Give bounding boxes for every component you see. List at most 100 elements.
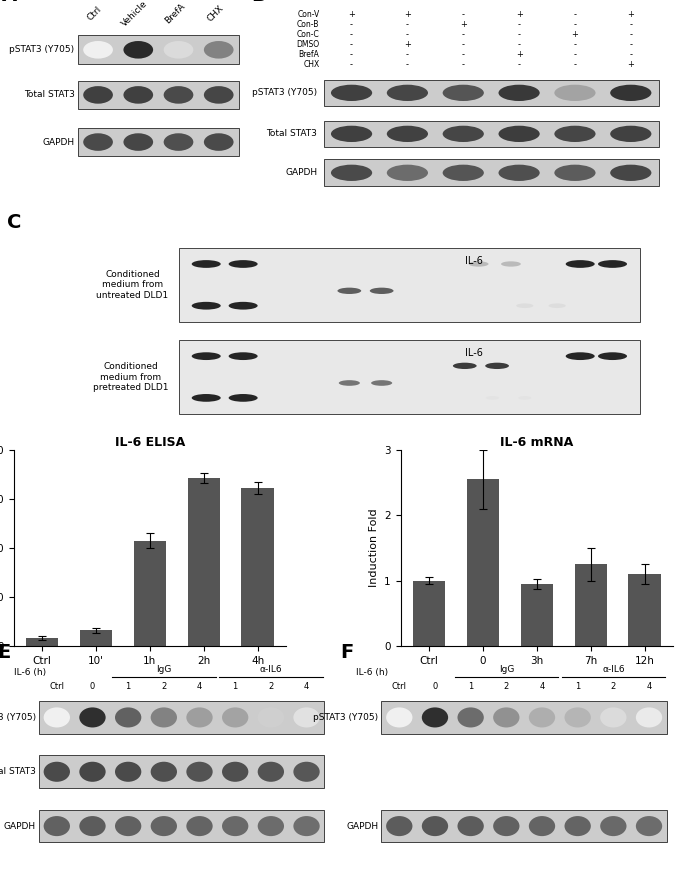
Ellipse shape [80, 762, 105, 781]
Text: Con-C: Con-C [296, 30, 320, 39]
Ellipse shape [151, 816, 177, 836]
Text: 0: 0 [90, 682, 95, 691]
Bar [575, 564, 607, 646]
Ellipse shape [386, 816, 413, 836]
Bar [39, 755, 324, 788]
Ellipse shape [83, 133, 113, 150]
Text: -: - [350, 50, 353, 59]
Text: +: + [571, 30, 579, 39]
Ellipse shape [371, 380, 392, 385]
Text: α-IL6: α-IL6 [260, 664, 282, 674]
Text: A: A [2, 0, 17, 4]
Text: 4: 4 [647, 682, 651, 691]
Text: Ctrl: Ctrl [50, 682, 65, 691]
Ellipse shape [228, 302, 258, 310]
Ellipse shape [566, 352, 595, 360]
Text: +: + [460, 20, 466, 29]
Text: -: - [629, 40, 632, 49]
Ellipse shape [204, 133, 233, 150]
Text: -: - [629, 50, 632, 59]
Bar [78, 35, 239, 64]
Text: -: - [573, 40, 577, 49]
Bar [26, 637, 58, 646]
Ellipse shape [164, 133, 193, 150]
Bar [467, 480, 499, 646]
Ellipse shape [458, 708, 483, 728]
Ellipse shape [610, 165, 651, 181]
Ellipse shape [422, 708, 448, 728]
Ellipse shape [192, 302, 221, 310]
Text: GAPDH: GAPDH [42, 137, 75, 147]
Ellipse shape [228, 260, 258, 268]
Text: -: - [350, 40, 353, 49]
Ellipse shape [44, 762, 70, 781]
Ellipse shape [554, 84, 596, 101]
Text: -: - [462, 60, 464, 69]
Ellipse shape [636, 816, 662, 836]
Ellipse shape [387, 165, 428, 181]
Text: Vehicle: Vehicle [120, 0, 150, 28]
Bar [324, 79, 659, 106]
Text: -: - [517, 40, 521, 49]
Ellipse shape [192, 394, 221, 402]
Text: IL-6 (h): IL-6 (h) [14, 668, 46, 677]
Ellipse shape [564, 708, 591, 728]
Text: -: - [517, 20, 521, 29]
Text: +: + [628, 60, 634, 69]
Text: pSTAT3 (Y705): pSTAT3 (Y705) [252, 88, 318, 98]
Ellipse shape [518, 396, 531, 400]
Ellipse shape [549, 304, 566, 308]
Ellipse shape [529, 816, 555, 836]
Ellipse shape [164, 41, 193, 59]
Ellipse shape [228, 352, 258, 360]
Ellipse shape [498, 126, 540, 142]
Text: IL-6: IL-6 [464, 256, 483, 266]
Text: -: - [629, 30, 632, 39]
Ellipse shape [443, 126, 484, 142]
Text: 4: 4 [539, 682, 545, 691]
Bar [324, 159, 659, 187]
Ellipse shape [486, 396, 499, 400]
Text: Con-V: Con-V [297, 11, 320, 19]
Bar [78, 81, 239, 109]
Text: IL-6 (h): IL-6 (h) [356, 668, 388, 677]
Ellipse shape [337, 288, 361, 294]
Text: 1: 1 [233, 682, 238, 691]
Ellipse shape [598, 260, 627, 268]
Ellipse shape [124, 41, 153, 59]
Ellipse shape [151, 708, 177, 728]
Ellipse shape [258, 762, 284, 781]
Text: 2: 2 [268, 682, 273, 691]
Ellipse shape [222, 708, 248, 728]
Text: pSTAT3 (Y705): pSTAT3 (Y705) [313, 713, 378, 722]
Ellipse shape [387, 126, 428, 142]
Ellipse shape [600, 816, 626, 836]
Ellipse shape [151, 762, 177, 781]
Ellipse shape [331, 165, 372, 181]
Text: +: + [348, 11, 355, 19]
Text: Total STAT3: Total STAT3 [267, 129, 318, 138]
Text: pSTAT3 (Y705): pSTAT3 (Y705) [0, 713, 36, 722]
Text: C: C [7, 213, 21, 232]
Ellipse shape [186, 816, 213, 836]
Ellipse shape [516, 304, 533, 308]
Text: -: - [462, 30, 464, 39]
Text: IgG: IgG [156, 664, 171, 674]
Text: B: B [251, 0, 266, 4]
Text: 2: 2 [611, 682, 616, 691]
Ellipse shape [192, 352, 221, 360]
Ellipse shape [610, 126, 651, 142]
Text: Ctrl: Ctrl [392, 682, 407, 691]
Ellipse shape [458, 816, 483, 836]
Ellipse shape [186, 762, 213, 781]
Ellipse shape [331, 126, 372, 142]
Bar [80, 630, 112, 646]
Ellipse shape [610, 84, 651, 101]
Text: CHX: CHX [205, 4, 226, 24]
Text: Conditioned
medium from
untreated DLD1: Conditioned medium from untreated DLD1 [97, 270, 169, 300]
Ellipse shape [331, 84, 372, 101]
Text: -: - [406, 60, 409, 69]
Ellipse shape [339, 380, 360, 385]
Text: BrefA: BrefA [299, 50, 320, 59]
Ellipse shape [293, 708, 320, 728]
